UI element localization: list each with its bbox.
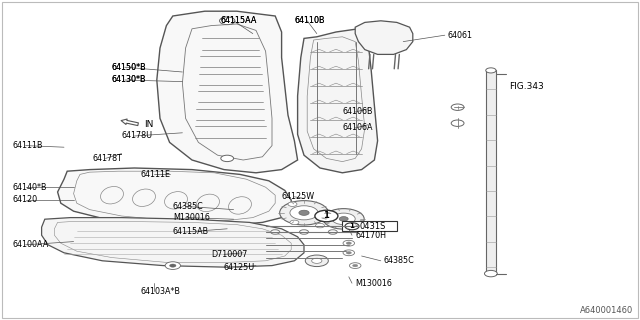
Circle shape [221,155,234,162]
Circle shape [323,209,364,229]
Circle shape [315,210,338,222]
Text: 64115AA: 64115AA [221,16,257,25]
Text: 64103A*B: 64103A*B [141,287,181,296]
Text: 64120: 64120 [13,196,38,204]
Text: IN: IN [144,120,154,129]
Circle shape [451,120,464,126]
Circle shape [328,230,337,234]
Circle shape [290,220,299,225]
FancyBboxPatch shape [342,221,397,231]
Text: 64170H: 64170H [355,231,386,240]
Circle shape [332,213,355,225]
Circle shape [346,252,351,254]
Text: 64130*B: 64130*B [112,76,147,84]
Polygon shape [58,168,291,226]
Polygon shape [42,218,304,267]
Text: 64385C: 64385C [384,256,415,265]
Circle shape [343,240,355,246]
Circle shape [299,210,309,215]
Circle shape [343,250,355,256]
Circle shape [305,255,328,267]
Text: 64130*B: 64130*B [112,76,147,84]
Circle shape [312,258,322,263]
Text: 64125U: 64125U [224,263,255,272]
Text: FIG.343: FIG.343 [509,82,543,91]
Text: M130016: M130016 [355,279,392,288]
Circle shape [353,264,358,267]
Text: 64110B: 64110B [294,16,325,25]
Circle shape [165,262,180,269]
Text: 64178U: 64178U [122,132,153,140]
Polygon shape [355,21,413,54]
Text: 64115AA: 64115AA [221,16,257,25]
Text: 64061: 64061 [448,31,473,40]
Circle shape [316,223,324,228]
Text: D710007: D710007 [211,250,248,259]
Circle shape [170,264,176,267]
Text: 64385C: 64385C [173,202,204,211]
Circle shape [484,270,497,277]
Polygon shape [298,29,378,173]
Text: 64111B: 64111B [13,141,44,150]
Circle shape [271,230,280,234]
Circle shape [349,263,361,268]
Polygon shape [486,70,496,274]
Text: 64110B: 64110B [294,16,325,25]
Circle shape [220,17,235,25]
Circle shape [339,217,348,221]
Circle shape [486,68,496,73]
Text: 64125W: 64125W [282,192,315,201]
Text: 64106A: 64106A [342,124,373,132]
Text: 64150*B: 64150*B [112,63,147,72]
Circle shape [346,242,351,244]
Circle shape [288,202,297,206]
Text: 1: 1 [323,212,330,220]
Text: 64106B: 64106B [342,108,373,116]
Text: 64150*B: 64150*B [112,63,147,72]
Text: A640001460: A640001460 [580,306,634,315]
Text: 64140*B: 64140*B [13,183,47,192]
Text: M130016: M130016 [173,213,210,222]
Polygon shape [157,11,298,173]
Text: 0431S: 0431S [360,222,387,231]
Circle shape [280,201,328,225]
Circle shape [345,223,359,230]
Circle shape [290,206,318,220]
Text: 64115AB: 64115AB [173,228,209,236]
Text: 64100AA: 64100AA [13,240,49,249]
Circle shape [300,230,308,234]
Text: 1: 1 [349,223,355,229]
Text: 64178T: 64178T [93,154,123,163]
Circle shape [451,104,464,110]
Text: 64111E: 64111E [141,170,171,179]
